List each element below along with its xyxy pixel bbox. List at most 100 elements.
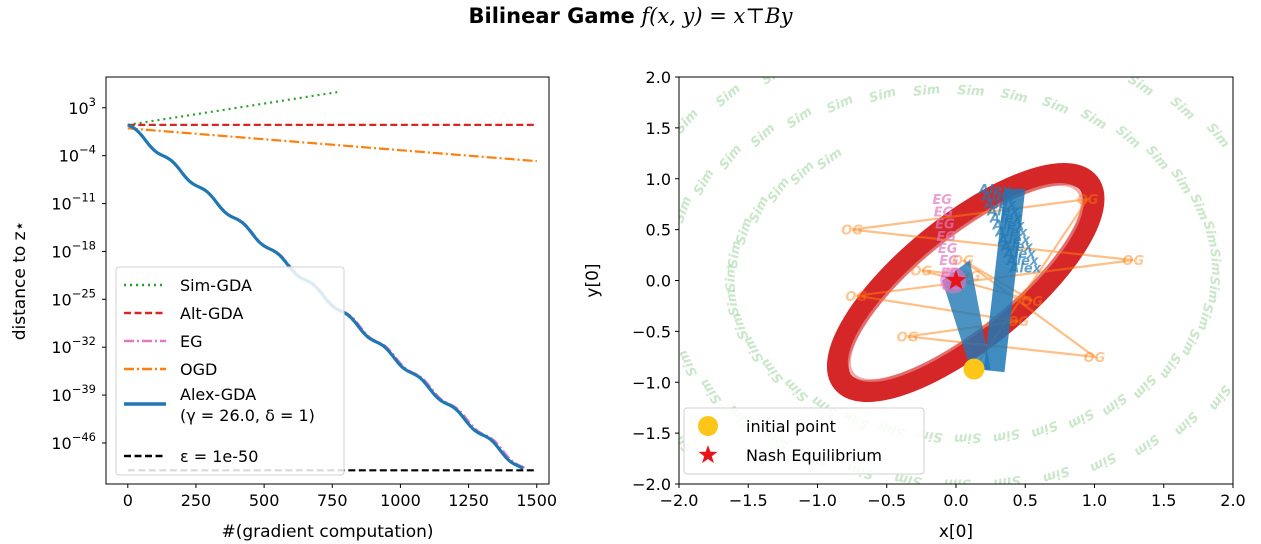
sim-marker: Sim [1087,449,1118,475]
y-tick-label: −1.5 [632,424,671,443]
legend-label: ε = 1e-50 [180,447,258,466]
sim-marker: Sim [1206,382,1234,413]
sim-marker: Sim [1200,219,1221,249]
y-tick-label: 103 [68,95,96,118]
og-marker: OG [1084,351,1106,366]
sim-marker: Sim [1255,183,1261,214]
og-marker: OG [1007,315,1029,330]
sim-marker: Sim [1178,327,1203,358]
convergence-plot: 0 250 500 750 1000 1250 1500 103 10−4 10−11 10−18 1… [10,76,557,542]
y-tick-exponent: −46 [72,430,96,444]
y-tick-label: 10−4 [59,143,96,166]
sim-marker: Sim [672,106,701,137]
sim-marker: Sim [1041,463,1072,486]
sim-marker: Sim [593,321,614,351]
eg-marker: EG [932,193,952,208]
sim-marker: Sim [1204,276,1221,305]
sim-marker: Sim [759,61,790,88]
x-tick-label: 0.0 [943,491,968,510]
y-tick-label: 10−18 [51,238,96,261]
sim-marker: Sim [633,393,660,424]
sim-marker: Sim [944,475,971,490]
y-tick-exponent: −32 [72,334,96,348]
sim-marker: Sim [1233,151,1259,182]
title-bold: Bilinear Game [468,4,635,28]
alex-marker: Alex [1006,254,1039,269]
sim-marker: Sim [954,429,982,445]
sim-marker: Sim [864,39,894,60]
figure-title: Bilinear Game f(x, y) = x⊤By [0,4,1261,28]
sim-marker: Sim [713,81,744,110]
y-tick-label: 10−11 [51,191,96,214]
sim-marker: Sim [672,195,695,226]
legend-initial-swatch [698,416,718,436]
y-tick-exponent: −39 [72,382,96,396]
sim-marker: Sim [784,104,815,132]
x-tick-label: −0.5 [867,491,906,510]
sim-marker: Sim [1234,353,1259,384]
sim-marker: Sim [912,82,941,100]
sim-marker: Sim [1207,248,1224,276]
sim-marker: Sim [717,142,746,173]
x-tick-label: −1.0 [798,491,837,510]
sim-marker: Sim [1078,106,1109,133]
y-tick-exponent: −4 [79,143,96,157]
sim-marker: Sim [810,47,841,71]
initial-point [963,358,985,380]
alex-marker: Alex [978,183,1011,198]
og-marker: OG [1122,254,1144,269]
y-tick-label: 0.5 [646,221,671,240]
sim-marker: Sim [1078,55,1109,80]
y-tick-exponent: 3 [89,95,96,109]
x-tick-label: 750 [317,491,348,510]
sim-marker: Sim [1156,350,1183,381]
og-marker: OG [897,330,919,345]
x-tick-label: 1.5 [1151,491,1176,510]
sim-marker: Sim [1203,120,1232,151]
sim-marker: Sim [726,240,745,269]
alex-marker: Alex [981,190,1014,205]
x-tick-label: 1500 [516,491,557,510]
sim-marker: Sim [1029,417,1060,441]
sim-marker: Sim [992,472,1021,491]
alex-marker: Alex [986,204,1019,219]
y-tick-label: 10−46 [51,430,96,453]
alex-marker: Alex [989,212,1022,227]
sim-marker: Sim [748,121,778,151]
y-axis-label: distance to z⋆ [10,221,30,340]
eg-marker: EG [934,205,954,220]
sim-marker: Sim [1131,431,1162,459]
sim-marker: Sim [596,206,617,236]
y-tick-label: 10−39 [51,382,96,405]
alex-marker: Alex [995,226,1028,241]
alex-marker: Alex [997,233,1030,248]
y-tick-exponent: −11 [72,191,96,205]
sim-marker: Sim [1040,94,1071,118]
sim-marker: Sim [1142,143,1171,174]
eg-marker: EG [937,230,957,245]
sim-marker: Sim [1130,371,1159,402]
legend-nash-swatch [698,445,718,464]
og-marker: OG [845,290,867,305]
eg-marker: EG [935,218,955,233]
x-tick-label: 1250 [448,491,489,510]
sim-marker: Sim [1125,72,1156,99]
sim-marker: Sim [999,86,1029,106]
nash-equilibrium-star [945,269,967,290]
alex-marker: Alex [1008,261,1041,276]
sim-marker: Sim [1194,302,1215,332]
legend-label: Sim-GDA [180,276,252,295]
y-tick-label: −0.5 [632,322,671,341]
alex-marker: Alex [1000,240,1033,255]
eg-marker: EG [939,254,959,269]
legend-sublabel: (γ = 26.0, δ = 1) [180,406,315,425]
sim-marker: Sim [1171,408,1201,438]
x-tick-label: 250 [181,491,212,510]
legend-label: Alex-GDA [180,385,256,404]
x-tick-label: −1.5 [729,491,768,510]
sim-marker: Sim [1065,405,1096,432]
y-tick-label: 10−32 [51,334,96,357]
axes-frame-left [105,76,550,485]
y-tick-exponent: −18 [72,238,96,252]
